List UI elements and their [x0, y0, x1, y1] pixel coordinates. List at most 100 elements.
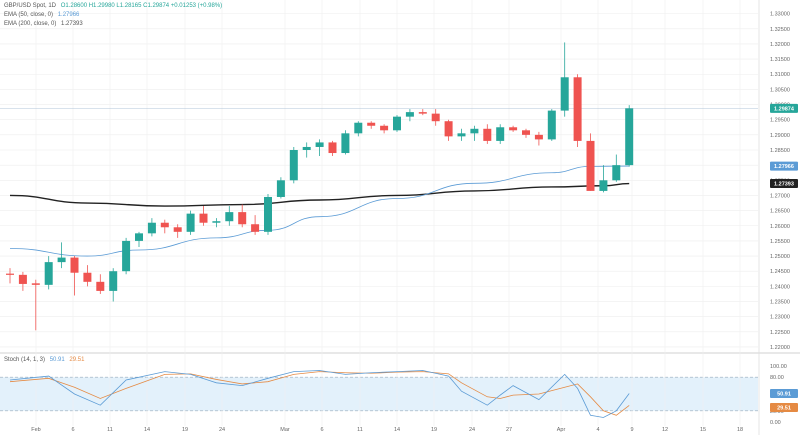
bullish-candle: [547, 109, 556, 141]
price-tags: 1.29874 1.27966 1.27393 50.91 29.51: [770, 103, 798, 412]
candle-body: [573, 77, 582, 141]
stoch-label: Stoch (14, 1, 3): [4, 357, 46, 363]
bearish-candle: [199, 206, 208, 226]
time-tick-label: Apr: [557, 427, 566, 433]
bullish-candle: [186, 210, 195, 235]
candle-body: [186, 213, 195, 232]
bullish-candle: [264, 193, 272, 235]
time-tick-label: 19: [182, 427, 188, 433]
price-tick-label: 1.32500: [770, 27, 790, 33]
bearish-candle: [522, 128, 530, 138]
candle-body: [212, 221, 221, 223]
bullish-candle: [612, 154, 621, 182]
time-tick-label: 11: [107, 427, 113, 433]
time-tick-label: 14: [394, 427, 400, 433]
time-tick-label: 12: [662, 427, 668, 433]
ema50-line: [9, 165, 630, 257]
ema200-line: [9, 182, 630, 207]
ema200-value: 1.27393: [61, 21, 83, 27]
price-tick-label: 1.30500: [770, 87, 790, 93]
candle-body: [380, 125, 389, 131]
candle-body: [457, 133, 466, 137]
candle-body: [264, 196, 272, 232]
candle-body: [470, 128, 479, 134]
price-tick-label: 1.28500: [770, 148, 790, 154]
candle-body: [135, 233, 143, 241]
stoch-d-value: 29.51: [69, 357, 85, 363]
price-tick-label: 1.26000: [770, 224, 790, 230]
bearish-candle: [586, 133, 595, 191]
time-tick-label: 6: [71, 427, 74, 433]
stochastic-lines: [9, 370, 630, 418]
bullish-candle: [147, 218, 156, 237]
candle-body: [276, 180, 285, 197]
price-tag-label: 1.27393: [774, 182, 794, 188]
bullish-candle: [457, 128, 466, 141]
time-tick-label: 19: [431, 427, 437, 433]
bullish-candle: [44, 256, 53, 290]
bearish-candle: [96, 274, 105, 294]
price-tag: 1.29874: [770, 103, 798, 113]
bearish-candle: [238, 204, 247, 228]
price-tick-label: 1.27000: [770, 193, 790, 199]
bearish-candle: [6, 268, 14, 284]
bullish-candle: [289, 146, 298, 184]
bullish-candle: [560, 42, 569, 117]
candle-body: [367, 122, 376, 126]
bullish-candle: [212, 218, 221, 228]
candle-body: [522, 130, 530, 135]
candle-body: [496, 127, 505, 141]
bullish-candle: [302, 142, 311, 158]
bullish-candle: [354, 121, 363, 137]
candle-body: [586, 140, 595, 191]
bullish-candle: [135, 231, 143, 247]
candle-body: [57, 257, 66, 263]
time-tick-label: 4: [596, 427, 599, 433]
candle-body: [173, 227, 182, 232]
price-tick-label: 1.22000: [770, 345, 790, 351]
time-tick-label: 15: [700, 427, 706, 433]
price-tick-label: 1.22500: [770, 330, 790, 336]
candle-body: [534, 134, 543, 140]
candle-body: [302, 146, 311, 150]
price-tag-label: 50.91: [777, 391, 791, 397]
ema50-label: EMA (50, close, 0): [4, 12, 54, 18]
candle-body: [625, 108, 634, 166]
bearish-candle: [160, 219, 169, 234]
bullish-candle: [393, 115, 401, 132]
time-tick-label: 27: [506, 427, 512, 433]
price-tag-box: [770, 103, 798, 113]
bearish-candle: [444, 119, 453, 141]
price-tick-label: 1.33000: [770, 12, 790, 18]
time-axis[interactable]: Feb 6 11 14 19 24 Mar 6 11 14 19 24 27 Apr 4 9 12 15 18: [31, 427, 743, 433]
candle-body: [289, 150, 298, 181]
candle-body: [354, 122, 363, 134]
candle-body: [315, 142, 324, 147]
stoch-k-tag: 50.91: [770, 388, 798, 398]
price-tag-box: [770, 388, 798, 398]
bullish-candle: [341, 130, 350, 155]
candle-body: [44, 262, 53, 285]
stoch-tick-label: 80.00: [770, 375, 784, 381]
price-tick-label: 1.29000: [770, 133, 790, 139]
symbol-legend: GBP/USD Spot, 1D O1.28600 H1.29980 L1.28…: [4, 3, 225, 9]
candle-body: [547, 110, 556, 140]
bearish-candle: [70, 256, 79, 296]
candle-body: [238, 212, 247, 225]
price-tag-label: 1.29874: [774, 106, 795, 112]
candle-body: [341, 133, 350, 154]
candle-body: [96, 281, 105, 291]
bullish-candle: [470, 125, 479, 141]
price-tag-label: 29.51: [777, 405, 791, 411]
candle-body: [31, 283, 40, 285]
ema50-path: [9, 165, 630, 257]
bullish-candle: [57, 242, 66, 269]
bearish-candle: [431, 109, 440, 126]
bullish-candle: [599, 165, 608, 193]
time-grid: [35, 0, 741, 426]
price-tag-box: [770, 402, 798, 412]
time-tick-label: 9: [630, 427, 633, 433]
bullish-candle: [496, 124, 505, 144]
price-tag-label: 1.27966: [774, 164, 794, 170]
